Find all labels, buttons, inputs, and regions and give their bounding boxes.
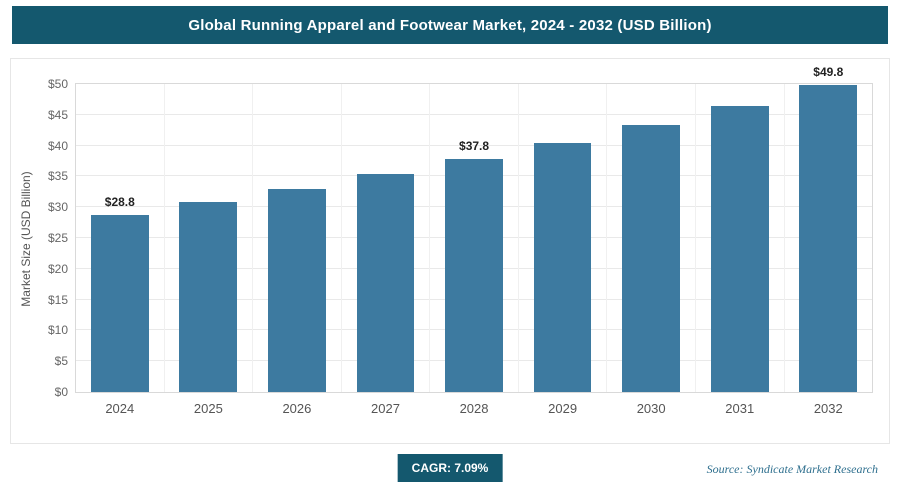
bar-slot: 2030 [606, 84, 695, 416]
bar-2031 [710, 106, 769, 392]
source-text: Source: Syndicate Market Research [706, 462, 878, 476]
y-tick-label: $10 [47, 323, 68, 338]
y-tick-label: $5 [54, 354, 68, 369]
gridline [76, 113, 872, 115]
bar-slot: $28.8 2024 [76, 84, 164, 416]
y-tick-label: $20 [47, 261, 68, 276]
x-tick-label: 2025 [193, 401, 223, 416]
bar-2030 [622, 125, 681, 392]
y-tick-label: $15 [47, 292, 68, 307]
chart-title-bar: Global Running Apparel and Footwear Mark… [12, 6, 888, 44]
bar-slot: 2026 [252, 84, 341, 416]
y-tick-label: $50 [47, 77, 68, 91]
bar-slot: $49.8 2032 [783, 65, 873, 416]
x-tick-label: 2024 [105, 401, 135, 416]
gridline [76, 144, 872, 146]
x-tick-label: 2027 [371, 401, 400, 416]
x-tick-label: 2030 [636, 401, 666, 416]
bars-row: $28.8 2024 2025 2026 2027 $37.8 2028 2029 2030 20… [76, 65, 873, 416]
chart-card: Market Size (USD Billion) $28.8 2024 2025 2… [10, 58, 890, 444]
bar-2028 [445, 159, 503, 392]
bar-value-label: $28.8 [104, 194, 135, 209]
bar-2025 [179, 202, 238, 392]
y-tick-label: $40 [47, 138, 68, 153]
bar-slot: 2031 [694, 84, 784, 416]
y-tick-label: $45 [47, 107, 68, 122]
bar-2027 [356, 173, 415, 392]
bar-slot: 2027 [340, 84, 430, 416]
bar-value-label: $37.8 [459, 139, 490, 154]
cagr-badge: CAGR: 7.09% [397, 454, 503, 482]
bar-2032 [799, 85, 858, 392]
bar-2026 [268, 188, 326, 392]
y-tick-label: $35 [47, 169, 68, 184]
x-tick-label: 2029 [548, 401, 578, 416]
chart-footer: CAGR: 7.09% Source: Syndicate Market Res… [0, 450, 900, 494]
y-axis-title: Market Size (USD Billion) [19, 171, 33, 308]
bar-value-label: $49.8 [813, 65, 844, 80]
y-tick-label: $25 [47, 231, 68, 245]
y-tick-label: $30 [47, 200, 68, 215]
x-tick-label: 2026 [282, 401, 312, 416]
bar-slot: $37.8 2028 [429, 84, 518, 416]
plot-area: $28.8 2024 2025 2026 2027 $37.8 2028 2029 2030 20… [48, 65, 873, 416]
x-tick-label: 2031 [725, 401, 755, 416]
y-tick-label: $0 [54, 385, 68, 399]
bar-slot: 2029 [517, 84, 607, 416]
x-tick-label: 2028 [459, 401, 489, 416]
bar-slot: 2025 [163, 84, 253, 416]
x-tick-label: 2032 [813, 401, 843, 416]
chart-title: Global Running Apparel and Footwear Mark… [188, 16, 712, 34]
bar-2029 [533, 142, 592, 392]
bar-2024 [90, 214, 149, 392]
